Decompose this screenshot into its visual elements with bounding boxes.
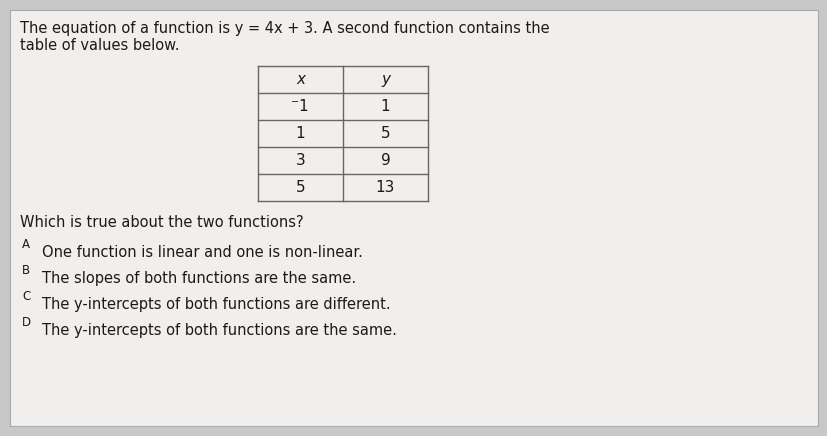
Text: 13: 13 bbox=[375, 180, 394, 195]
Text: table of values below.: table of values below. bbox=[20, 38, 179, 53]
Text: 3: 3 bbox=[295, 153, 305, 168]
Text: C: C bbox=[22, 290, 31, 303]
Text: 1: 1 bbox=[295, 126, 305, 141]
Text: The y-intercepts of both functions are the same.: The y-intercepts of both functions are t… bbox=[42, 323, 396, 338]
Text: Which is true about the two functions?: Which is true about the two functions? bbox=[20, 215, 304, 230]
Text: 5: 5 bbox=[380, 126, 390, 141]
Text: The slopes of both functions are the same.: The slopes of both functions are the sam… bbox=[42, 271, 356, 286]
FancyBboxPatch shape bbox=[10, 10, 817, 426]
Text: x: x bbox=[295, 72, 304, 87]
Text: The y-intercepts of both functions are different.: The y-intercepts of both functions are d… bbox=[42, 297, 390, 312]
Text: y: y bbox=[380, 72, 390, 87]
Text: −: − bbox=[291, 96, 299, 106]
Text: 5: 5 bbox=[295, 180, 305, 195]
Text: The equation of a function is y = 4x + 3. A second function contains the: The equation of a function is y = 4x + 3… bbox=[20, 21, 549, 36]
Text: One function is linear and one is non-linear.: One function is linear and one is non-li… bbox=[42, 245, 362, 260]
Text: A: A bbox=[22, 238, 30, 251]
Text: D: D bbox=[22, 316, 31, 329]
Text: B: B bbox=[22, 264, 30, 277]
Text: 1: 1 bbox=[380, 99, 390, 114]
Text: 1: 1 bbox=[299, 99, 308, 114]
Text: 9: 9 bbox=[380, 153, 390, 168]
